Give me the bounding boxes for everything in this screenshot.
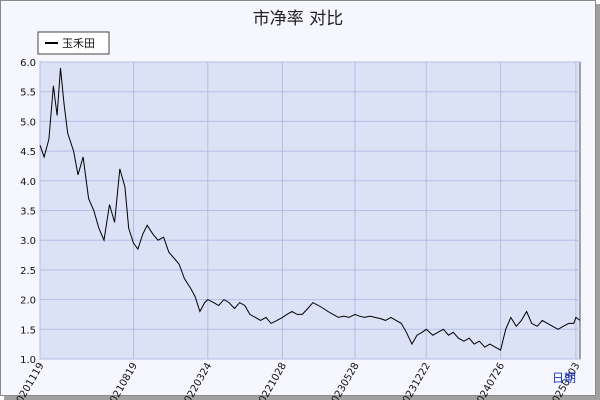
- y-tick-label: 4.5: [20, 147, 36, 158]
- grid-lines: [39, 61, 580, 360]
- y-tick-label: 1.0: [20, 355, 36, 366]
- y-tick-label: 2.0: [20, 296, 36, 307]
- x-tick-label: 20201119: [12, 361, 47, 400]
- y-tick-label: 1.5: [20, 325, 36, 336]
- y-tick-label: 5.5: [20, 88, 36, 99]
- x-tick-label: 20221028: [254, 361, 289, 400]
- series-line-0: [39, 67, 581, 351]
- x-tick-label: 20231222: [398, 361, 433, 400]
- x-tick-label: 20210819: [105, 361, 140, 400]
- chart-title: 市净率 对比: [252, 9, 344, 29]
- legend: 玉禾田: [37, 31, 110, 55]
- x-tick-label: 20240726: [472, 361, 507, 400]
- x-axis: 20201119 20210819 20220324 20221028 20230528…: [12, 361, 583, 400]
- y-tick-label: 4.0: [20, 177, 36, 188]
- x-tick-label: 20220324: [179, 361, 214, 400]
- legend-entry-series: 玉禾田: [62, 37, 95, 50]
- y-tick-label: 3.5: [20, 207, 36, 218]
- series-lines: [39, 67, 581, 351]
- legend-box: [37, 31, 110, 55]
- y-tick-label: 5.0: [20, 117, 36, 128]
- date-link[interactable]: 日期: [552, 371, 576, 385]
- y-tick-label: 2.5: [20, 266, 36, 277]
- y-axis: 1.0 1.5 2.0 2.5 3.0 3.5 4.0 4.5 5.0 5.5 6.0: [20, 58, 36, 366]
- x-tick-label: 20230528: [327, 361, 362, 400]
- y-tick-label: 3.0: [20, 236, 36, 247]
- y-tick-label: 6.0: [20, 58, 36, 69]
